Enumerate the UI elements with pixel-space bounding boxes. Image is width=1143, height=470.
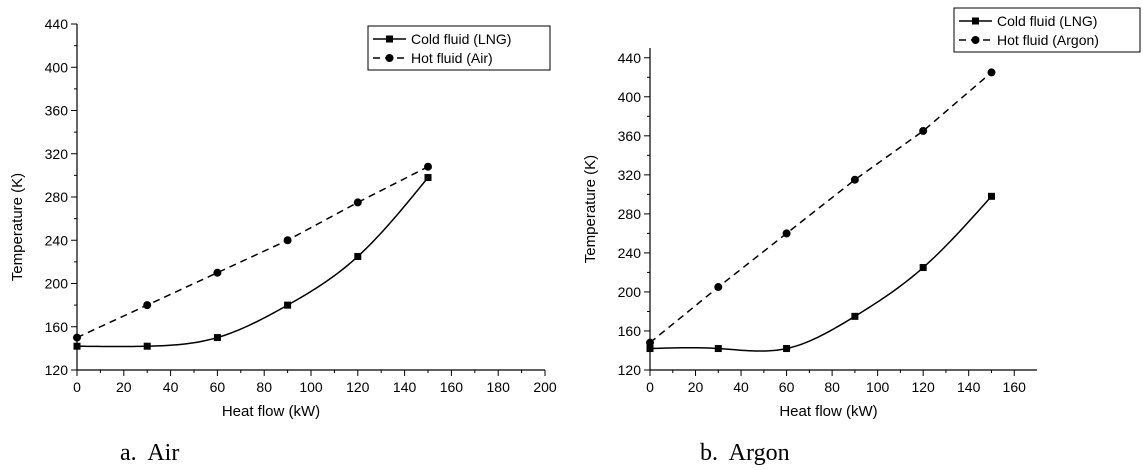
y-tick-label: 240: [45, 232, 69, 248]
x-axis-label: Heat flow (kW): [779, 403, 877, 420]
y-tick-label: 200: [618, 284, 642, 300]
y-tick-label: 320: [618, 167, 642, 183]
x-tick-label: 120: [346, 379, 370, 395]
x-tick-label: 0: [73, 379, 81, 395]
data-point-circle: [714, 283, 723, 292]
legend-entry: Cold fluid (LNG): [411, 31, 511, 47]
y-axis-label: Temperature (K): [582, 155, 599, 263]
data-point-square: [851, 312, 859, 320]
data-point-circle: [919, 126, 928, 135]
y-tick-label: 160: [45, 319, 69, 335]
y-tick-label: 200: [45, 276, 69, 292]
x-axis-label: Heat flow (kW): [222, 403, 320, 420]
data-point-circle: [646, 338, 654, 347]
legend-marker-circle: [971, 36, 980, 44]
x-tick-label: 20: [688, 379, 704, 395]
legend-marker-square: [972, 17, 979, 25]
legend-box: [953, 7, 1141, 53]
x-tick-label: 180: [487, 379, 511, 395]
legend-marker-circle: [385, 54, 394, 62]
y-tick-label: 120: [45, 362, 69, 378]
data-point-square: [714, 345, 722, 353]
x-tick-label: 100: [866, 379, 890, 395]
legend-entry: Cold fluid (LNG): [997, 13, 1097, 29]
x-tick-label: 40: [163, 379, 179, 395]
series-line-hot-fluid: [649, 71, 992, 344]
x-tick-label: 60: [210, 379, 226, 395]
y-tick-label: 280: [45, 189, 69, 205]
x-tick-label: 140: [393, 379, 417, 395]
y-tick-label: 240: [618, 245, 642, 261]
x-tick-label: 160: [440, 379, 464, 395]
data-point-circle: [987, 68, 996, 77]
y-tick-label: 160: [618, 323, 642, 339]
y-tick-label: 360: [45, 103, 69, 119]
legend: Cold fluid (LNG) Hot fluid (Air): [367, 25, 551, 71]
data-point-circle: [73, 333, 81, 342]
data-point-circle: [782, 229, 791, 238]
data-point-square: [919, 264, 927, 272]
chart-panel-2: 0 20 40 60 80 100 120 140 160 120 160 200 240 280 320 3…: [582, 7, 1141, 466]
data-point-square: [143, 342, 151, 350]
y-tick-label: 400: [45, 59, 69, 75]
data-point-circle: [283, 236, 292, 245]
chart-panel-1: 0 20 40 60 80 100 120 140 160 180 200 120 160 200 240 2…: [9, 16, 557, 466]
x-tick-label: 0: [646, 379, 654, 395]
data-point-circle: [353, 198, 362, 207]
data-point-square: [987, 192, 995, 200]
x-tick-label: 20: [116, 379, 132, 395]
x-tick-label: 80: [256, 379, 272, 395]
series-line-cold-fluid: [76, 177, 429, 348]
y-axis-label: Temperature (K): [9, 173, 26, 281]
series-line-hot-fluid: [76, 166, 429, 339]
y-tick-label: 320: [45, 146, 69, 162]
data-point-circle: [213, 268, 222, 277]
series-line-cold-fluid: [649, 195, 993, 352]
data-point-square: [213, 334, 221, 342]
legend: Cold fluid (LNG) Hot fluid (Argon): [953, 7, 1141, 53]
y-tick-label: 400: [618, 89, 642, 105]
y-tick-label: 120: [618, 362, 642, 378]
panel-caption: a. Air: [120, 440, 179, 466]
legend-marker-square: [386, 35, 393, 43]
x-tick-label: 140: [957, 379, 981, 395]
data-point-circle: [424, 162, 432, 171]
data-point-square: [424, 174, 432, 182]
data-point-square: [646, 345, 654, 353]
data-point-square: [73, 342, 81, 350]
x-tick-label: 120: [911, 379, 935, 395]
legend-entry: Hot fluid (Air): [411, 50, 493, 66]
x-tick-label: 160: [1003, 379, 1027, 395]
y-tick-label: 360: [618, 128, 642, 144]
y-tick-label: 440: [618, 50, 642, 66]
x-tick-label: 40: [733, 379, 749, 395]
x-tick-label: 200: [533, 379, 557, 395]
data-point-circle: [850, 175, 859, 184]
panel-caption: b. Argon: [700, 440, 790, 466]
data-point-square: [783, 345, 791, 353]
legend-entry: Hot fluid (Argon): [997, 32, 1099, 48]
data-point-circle: [143, 301, 152, 310]
y-tick-label: 280: [618, 206, 642, 222]
legend-box: [367, 25, 551, 71]
x-tick-label: 80: [824, 379, 840, 395]
x-tick-label: 100: [299, 379, 323, 395]
data-point-square: [284, 301, 292, 309]
data-point-square: [354, 252, 362, 260]
y-tick-label: 440: [45, 16, 69, 32]
x-tick-label: 60: [779, 379, 795, 395]
